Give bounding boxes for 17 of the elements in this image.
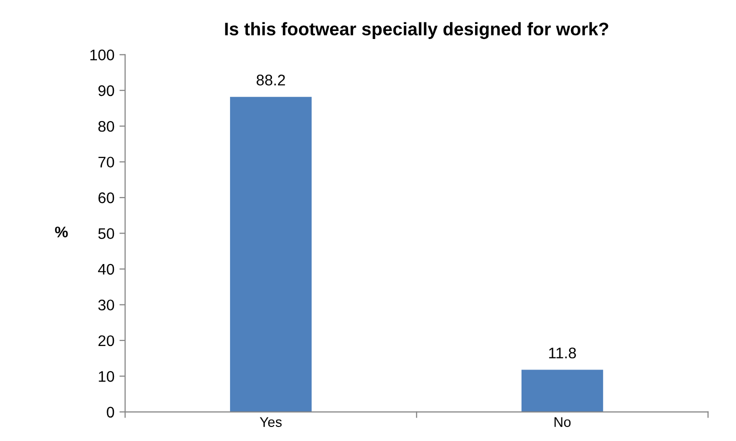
y-tick-label: 40 bbox=[98, 264, 114, 275]
chart-title: Is this footwear specially designed for work? bbox=[225, 22, 608, 40]
data-label: 11.8 bbox=[549, 348, 576, 358]
y-tick-label: 80 bbox=[98, 120, 114, 132]
y-tick-label: 10 bbox=[98, 371, 114, 382]
y-tick-label: 30 bbox=[98, 300, 114, 310]
y-tick-label: 100 bbox=[90, 50, 114, 60]
y-tick-label: 20 bbox=[98, 335, 114, 346]
y-tick-label: 0 bbox=[106, 406, 114, 418]
y-tick-label: 70 bbox=[98, 156, 114, 168]
data-label: 88.2 bbox=[256, 74, 285, 86]
x-tick-label: No bbox=[554, 417, 571, 427]
x-tick-label: Yes bbox=[260, 417, 282, 427]
y-axis-title: % bbox=[55, 226, 68, 238]
y-tick-label: 60 bbox=[98, 192, 114, 204]
y-tick-label: 50 bbox=[98, 228, 114, 239]
y-tick-label: 90 bbox=[98, 85, 114, 96]
